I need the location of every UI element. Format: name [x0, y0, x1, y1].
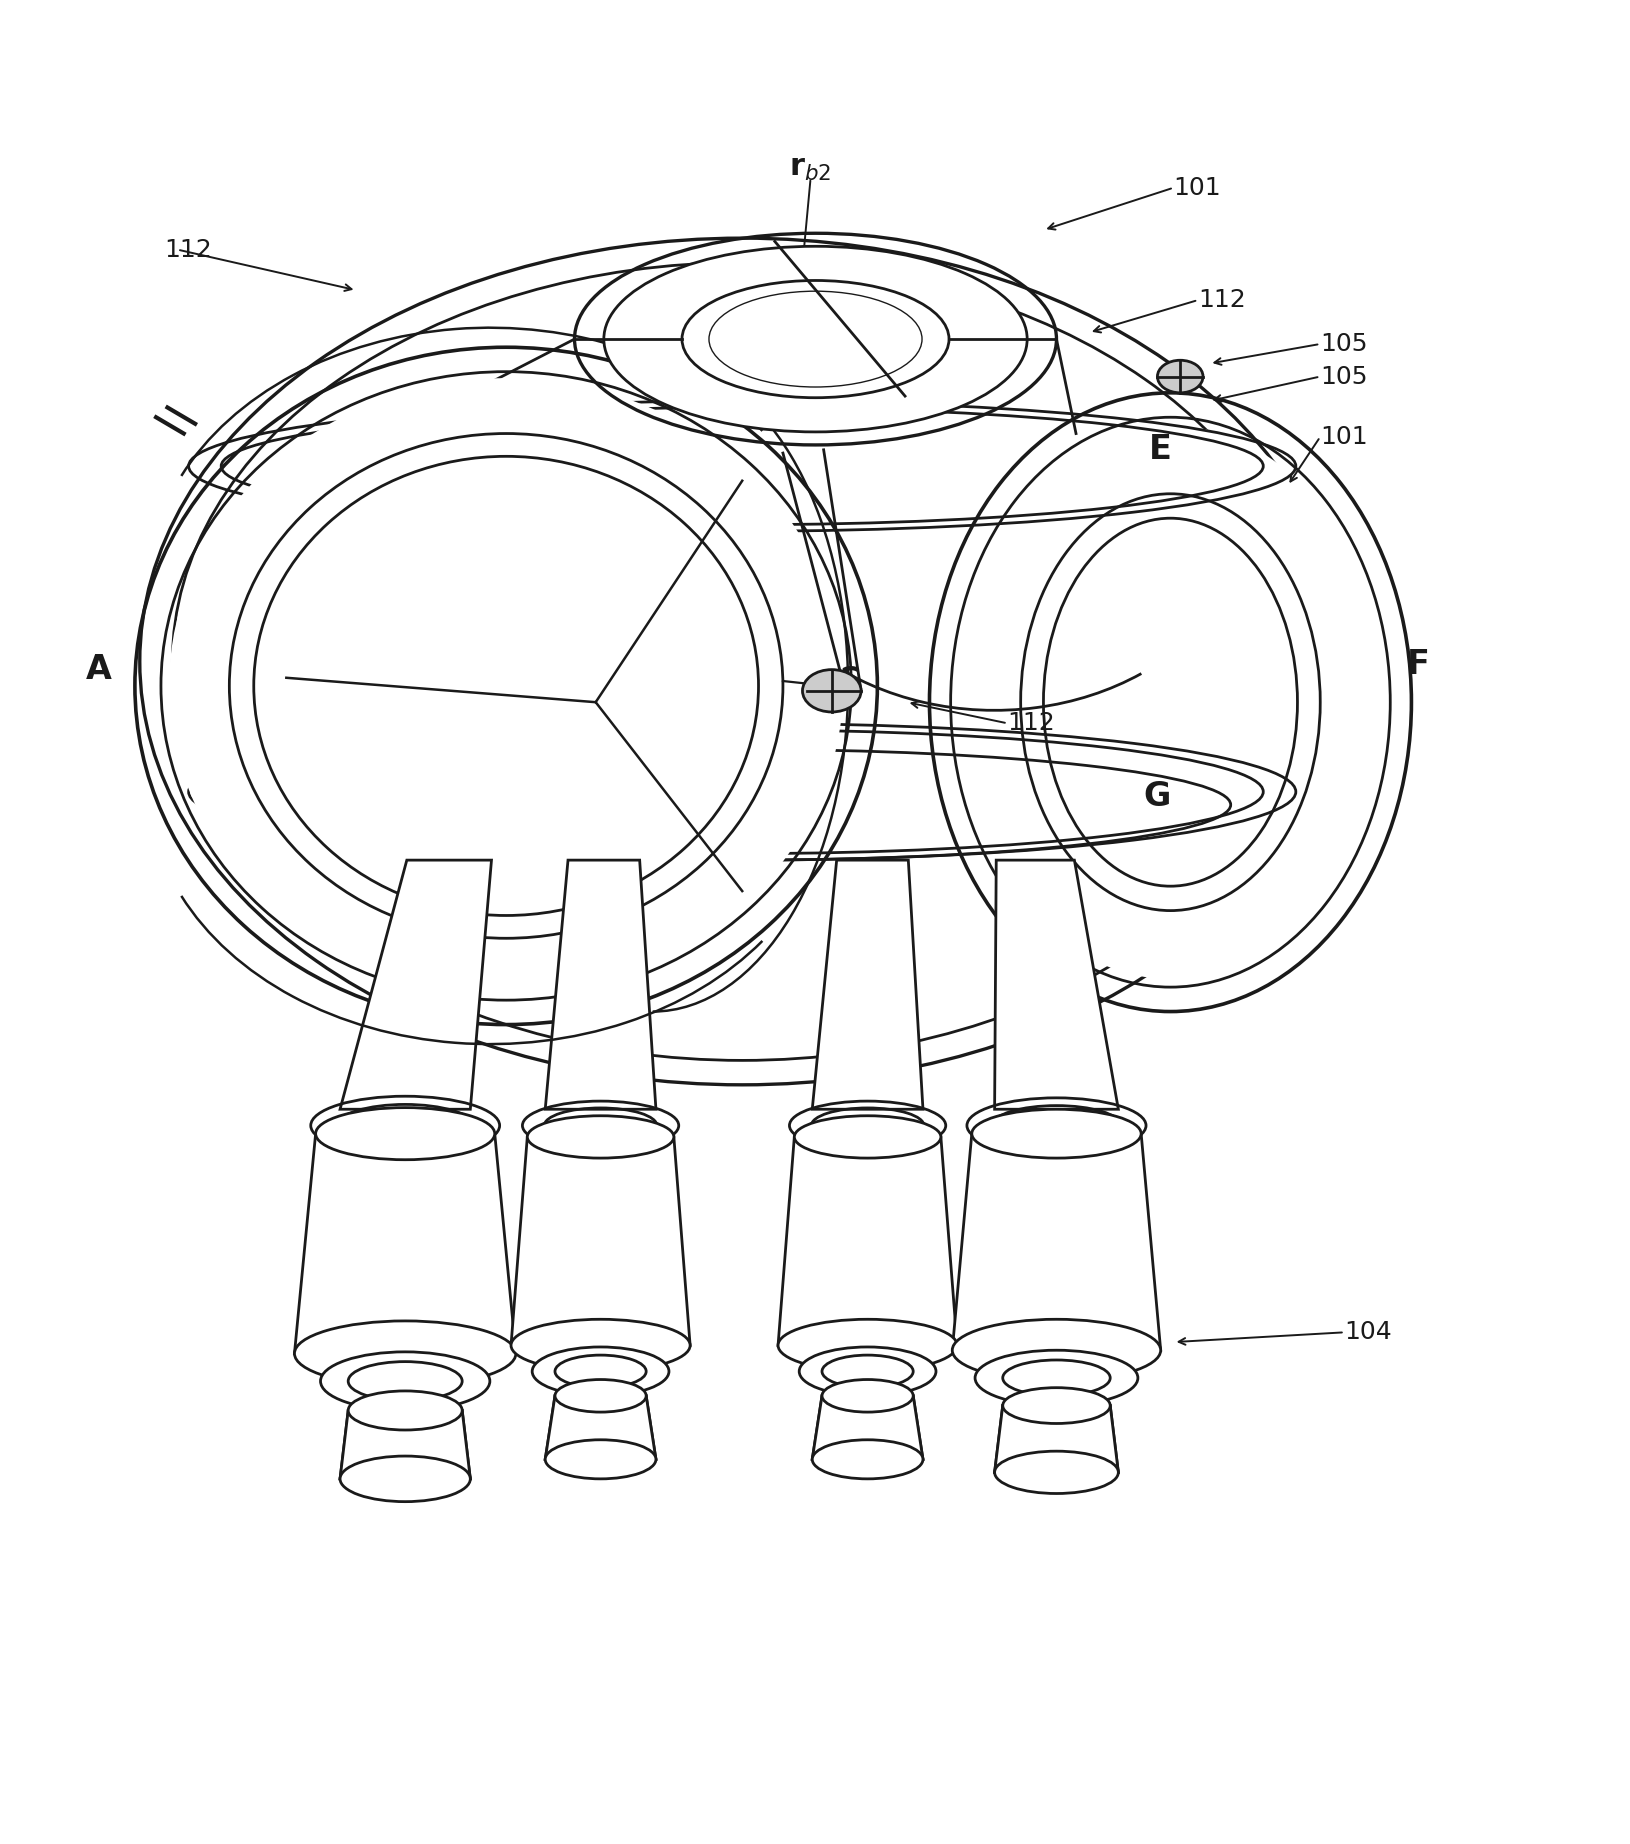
Polygon shape — [812, 1396, 923, 1459]
Ellipse shape — [603, 247, 1027, 431]
Ellipse shape — [531, 1346, 668, 1396]
Polygon shape — [510, 1138, 689, 1346]
Text: E: E — [1149, 433, 1172, 467]
Text: 112: 112 — [1007, 712, 1055, 736]
Ellipse shape — [958, 426, 1381, 979]
Polygon shape — [295, 1134, 515, 1353]
Ellipse shape — [295, 1320, 515, 1387]
Ellipse shape — [709, 291, 921, 385]
Text: F: F — [1405, 649, 1428, 680]
Ellipse shape — [822, 1379, 913, 1413]
Ellipse shape — [170, 378, 843, 994]
Ellipse shape — [554, 1379, 645, 1413]
Ellipse shape — [778, 1318, 957, 1372]
Text: 112: 112 — [165, 238, 212, 262]
Polygon shape — [952, 1134, 1161, 1350]
Text: r$_{b2}$: r$_{b2}$ — [789, 153, 831, 183]
Text: 105: 105 — [1319, 332, 1368, 356]
Ellipse shape — [1020, 494, 1319, 911]
Ellipse shape — [812, 1440, 923, 1479]
Ellipse shape — [230, 433, 782, 939]
Ellipse shape — [321, 1352, 489, 1411]
Polygon shape — [544, 1396, 655, 1459]
Text: B: B — [442, 404, 466, 437]
Ellipse shape — [347, 1390, 461, 1429]
Text: 112: 112 — [1198, 288, 1245, 312]
Text: 101: 101 — [1174, 175, 1221, 199]
Text: r$_{b1}$: r$_{b1}$ — [517, 688, 559, 717]
Polygon shape — [778, 1138, 957, 1346]
Polygon shape — [994, 859, 1118, 1110]
Ellipse shape — [510, 1318, 689, 1372]
Text: A: A — [86, 653, 112, 686]
Polygon shape — [339, 1411, 469, 1479]
Text: 105: 105 — [1319, 365, 1368, 389]
Polygon shape — [812, 859, 923, 1110]
Ellipse shape — [802, 669, 861, 712]
Polygon shape — [544, 859, 655, 1110]
Ellipse shape — [794, 1116, 941, 1158]
Ellipse shape — [952, 1318, 1161, 1381]
Ellipse shape — [1157, 360, 1203, 393]
Ellipse shape — [971, 1110, 1141, 1158]
Polygon shape — [339, 859, 491, 1110]
Ellipse shape — [339, 1457, 469, 1501]
Text: G: G — [1143, 780, 1170, 813]
Ellipse shape — [799, 1346, 936, 1396]
Ellipse shape — [316, 1108, 494, 1160]
Text: 101: 101 — [1319, 424, 1368, 448]
Ellipse shape — [526, 1116, 673, 1158]
Text: C: C — [835, 664, 859, 697]
Polygon shape — [994, 1405, 1118, 1472]
Ellipse shape — [975, 1350, 1138, 1405]
Ellipse shape — [994, 1451, 1118, 1494]
Ellipse shape — [544, 1440, 655, 1479]
Text: 104: 104 — [1343, 1320, 1392, 1344]
Text: D: D — [456, 850, 484, 883]
Ellipse shape — [1002, 1389, 1110, 1424]
